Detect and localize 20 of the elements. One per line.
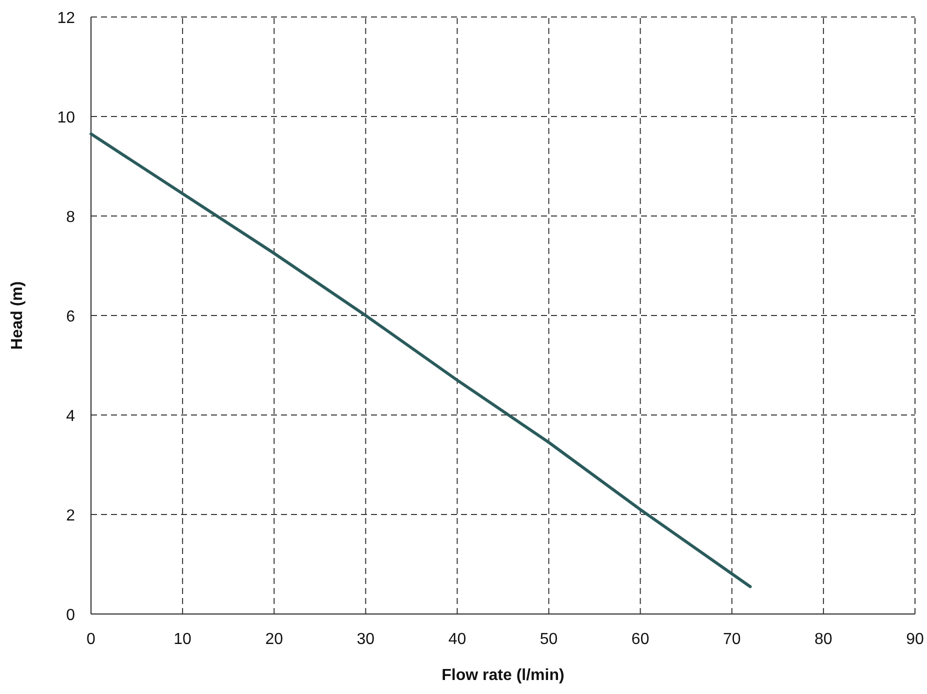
y-tick-label: 2 xyxy=(66,508,76,524)
y-tick-label: 12 xyxy=(57,10,76,27)
y-axis-title: Head (m) xyxy=(9,281,26,350)
x-tick-label: 70 xyxy=(722,631,741,648)
x-tick-label: 40 xyxy=(448,631,466,648)
y-tick-label: 4 xyxy=(66,408,76,425)
x-tick-label: 80 xyxy=(814,631,832,648)
x-tick-label: 30 xyxy=(356,631,375,648)
x-tick-label: 60 xyxy=(631,631,650,648)
x-tick-label: 0 xyxy=(86,631,96,648)
x-axis-title: Flow rate (l/min) xyxy=(442,667,564,684)
x-tick-label: 50 xyxy=(540,631,558,648)
y-tick-label: 8 xyxy=(66,209,76,226)
y-tick-label: 6 xyxy=(66,308,76,326)
x-tick-label: 20 xyxy=(265,631,284,648)
x-tick-label: 90 xyxy=(906,631,924,648)
x-tick-label: 10 xyxy=(174,631,192,648)
y-tick-label: 0 xyxy=(66,607,76,624)
y-tick-label: 10 xyxy=(57,110,76,126)
line-series xyxy=(90,132,752,588)
